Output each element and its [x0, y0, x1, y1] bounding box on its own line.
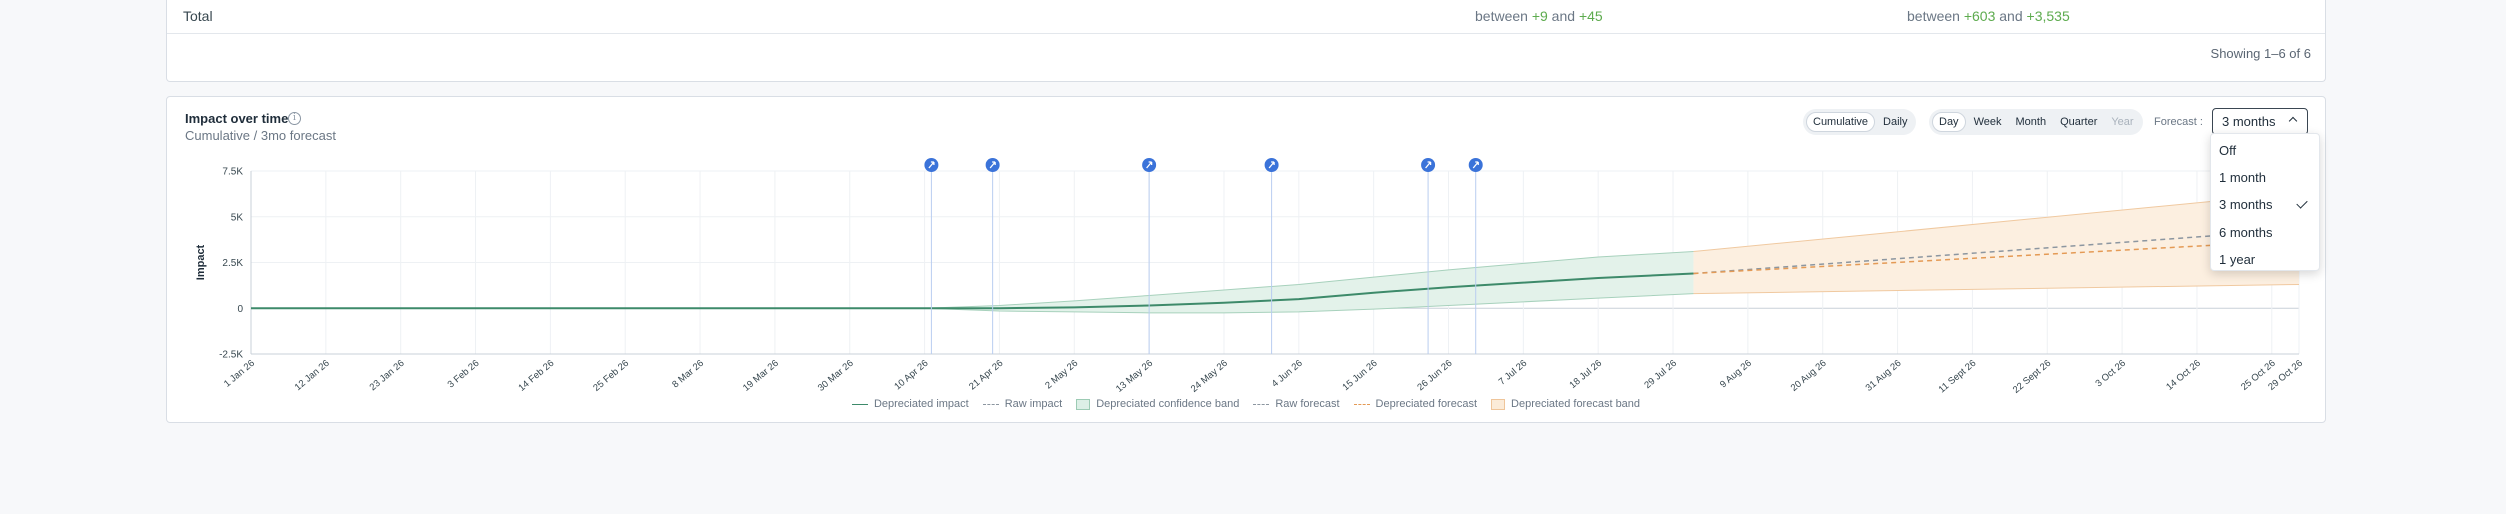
legend-item[interactable]: Raw impact — [982, 398, 1063, 410]
x-tick-label: 7 Jul 26 — [1497, 358, 1530, 388]
legend-swatch — [982, 403, 999, 405]
legend-label: Depreciated forecast band — [1511, 398, 1641, 410]
legend-swatch — [1353, 403, 1370, 405]
x-tick-label: 8 Mar 26 — [670, 358, 706, 391]
x-tick-label: 20 Aug 26 — [1789, 358, 1829, 394]
depreciated-forecast-band-upper-edge — [1693, 192, 2300, 253]
mode-daily-button[interactable]: Daily — [1883, 116, 1908, 128]
table-total-row: Total between +9 and +45 between +603 an… — [167, 0, 2325, 34]
legend-label: Raw impact — [1004, 398, 1063, 410]
depreciated-confidence-band-upper-edge — [251, 251, 1694, 309]
depreciated-confidence-band — [251, 251, 1694, 313]
check-icon — [2296, 197, 2308, 209]
x-tick-label: 13 May 26 — [1114, 358, 1155, 395]
depreciated-impact-line — [251, 272, 1694, 310]
rocket-icon-glyph — [989, 161, 996, 169]
forecast-option-3-months[interactable]: 3 months — [2219, 197, 2273, 212]
total-range-2: between +603 and +3,535 — [1907, 8, 2070, 24]
x-tick-label: 21 Apr 26 — [967, 358, 1005, 393]
x-tick-label: 22 Sept 26 — [2011, 358, 2053, 396]
x-tick-label: 24 May 26 — [1189, 358, 1230, 395]
x-tick-label: 25 Feb 26 — [591, 358, 631, 394]
forecast-select-value: 3 months — [2222, 114, 2276, 129]
forecast-select[interactable]: 3 months — [2212, 108, 2308, 135]
legend-item[interactable]: Depreciated forecast — [1353, 398, 1478, 410]
y-tick-label: 7.5K — [222, 167, 243, 178]
mode-cumulative-button[interactable]: Cumulative — [1806, 112, 1876, 132]
metrics-table-card: Total between +9 and +45 between +603 an… — [166, 0, 2326, 82]
chevron-up-icon — [2288, 116, 2298, 126]
depreciated-confidence-band-lower-edge — [251, 293, 1694, 314]
granularity-year-button: Year — [2111, 116, 2134, 128]
rocket-icon-glyph — [1268, 161, 1275, 169]
legend-label: Depreciated impact — [873, 398, 969, 410]
forecast-label: Forecast : — [2154, 116, 2203, 128]
x-tick-label: 9 Aug 26 — [1718, 358, 1754, 391]
rocket-icon-glyph — [928, 161, 935, 169]
granularity-day-button[interactable]: Day — [1932, 112, 1966, 132]
legend-item[interactable]: Depreciated forecast band — [1491, 398, 1640, 410]
x-tick-label: 15 Jun 26 — [1341, 358, 1380, 393]
granularity-quarter-button[interactable]: Quarter — [2060, 116, 2098, 128]
chart-legend: Depreciated impact Raw impact Depreciate… — [167, 398, 2325, 410]
legend-label: Depreciated confidence band — [1096, 398, 1240, 410]
legend-item[interactable]: Depreciated impact — [851, 398, 969, 410]
x-tick-label: 14 Feb 26 — [516, 358, 556, 394]
y-tick-label: 0 — [237, 304, 243, 315]
x-tick-label: 18 Jul 26 — [1568, 358, 1605, 391]
total-range-1: between +9 and +45 — [1475, 8, 1603, 24]
rocket-icon-glyph — [1146, 161, 1153, 169]
chart-subtitle: Cumulative / 3mo forecast — [185, 128, 337, 143]
x-tick-label: 1 Jan 26 — [222, 358, 257, 390]
x-tick-label: 26 Jun 26 — [1415, 358, 1454, 393]
legend-label: Depreciated forecast — [1375, 398, 1478, 410]
y-tick-label: 2.5K — [222, 258, 243, 269]
x-tick-label: 30 Mar 26 — [816, 358, 856, 394]
forecast-option-6-months[interactable]: 6 months — [2219, 225, 2273, 240]
pagination-summary: Showing 1–6 of 6 — [2210, 46, 2311, 61]
x-tick-label: 31 Aug 26 — [1864, 358, 1904, 394]
legend-swatch — [1076, 398, 1091, 410]
y-tick-label: 5K — [231, 212, 244, 223]
x-tick-label: 10 Apr 26 — [892, 358, 930, 393]
x-tick-label: 12 Jan 26 — [293, 358, 332, 393]
depreciated-forecast-band — [1693, 192, 2299, 294]
x-tick-label: 14 Oct 26 — [2164, 358, 2203, 393]
x-tick-label: 3 Oct 26 — [2093, 358, 2128, 390]
x-tick-label: 3 Feb 26 — [446, 358, 482, 391]
mode-toggle: Cumulative Daily — [1803, 109, 1917, 135]
legend-label: Raw forecast — [1275, 398, 1340, 410]
depreciated-forecast-line — [1693, 239, 2300, 275]
granularity-toggle: Day Week Month Quarter Year — [1929, 109, 2143, 135]
forecast-option-1-month[interactable]: 1 month — [2219, 170, 2266, 185]
granularity-week-button[interactable]: Week — [1973, 116, 2002, 128]
rocket-icon-glyph — [1425, 161, 1432, 169]
y-tick-label: -2.5K — [219, 350, 243, 361]
rocket-icon-glyph — [1472, 161, 1479, 169]
x-tick-label: 4 Jun 26 — [1270, 358, 1305, 390]
impact-chart: 7.5K 5K 2.5K 0 -2.5K Impact 1 Jan 26 12 Jan 26 2… — [195, 158, 2305, 396]
forecast-dropdown-menu: Off 1 month 3 months 6 months 1 year — [2210, 133, 2320, 271]
x-tick-label: 29 Jul 26 — [1642, 358, 1679, 391]
chart-title: Impact over time — [185, 111, 289, 126]
legend-swatch — [851, 403, 868, 405]
forecast-option-off[interactable]: Off — [2219, 143, 2237, 158]
legend-item[interactable]: Depreciated confidence band — [1076, 398, 1239, 410]
legend-swatch — [1491, 398, 1506, 410]
depreciated-forecast-band-lower-edge — [1693, 283, 2300, 295]
legend-item[interactable]: Raw forecast — [1253, 398, 1340, 410]
forecast-option-1-year[interactable]: 1 year — [2219, 252, 2256, 267]
x-tick-label: 2 May 26 — [1043, 358, 1080, 392]
impact-chart-card: 7.5K 5K 2.5K 0 -2.5K Impact 1 Jan 26 12 Jan 26 2… — [166, 96, 2326, 423]
x-tick-label: 23 Jan 26 — [368, 358, 407, 393]
info-icon[interactable]: i — [288, 112, 301, 125]
x-tick-label: 19 Mar 26 — [741, 358, 781, 394]
raw-forecast-line — [1693, 228, 2300, 275]
legend-swatch — [1253, 403, 1270, 405]
x-tick-label: 11 Sept 26 — [1937, 358, 1979, 396]
granularity-month-button[interactable]: Month — [2015, 116, 2047, 128]
y-axis-label: Impact — [195, 244, 207, 280]
total-label: Total — [183, 8, 213, 24]
